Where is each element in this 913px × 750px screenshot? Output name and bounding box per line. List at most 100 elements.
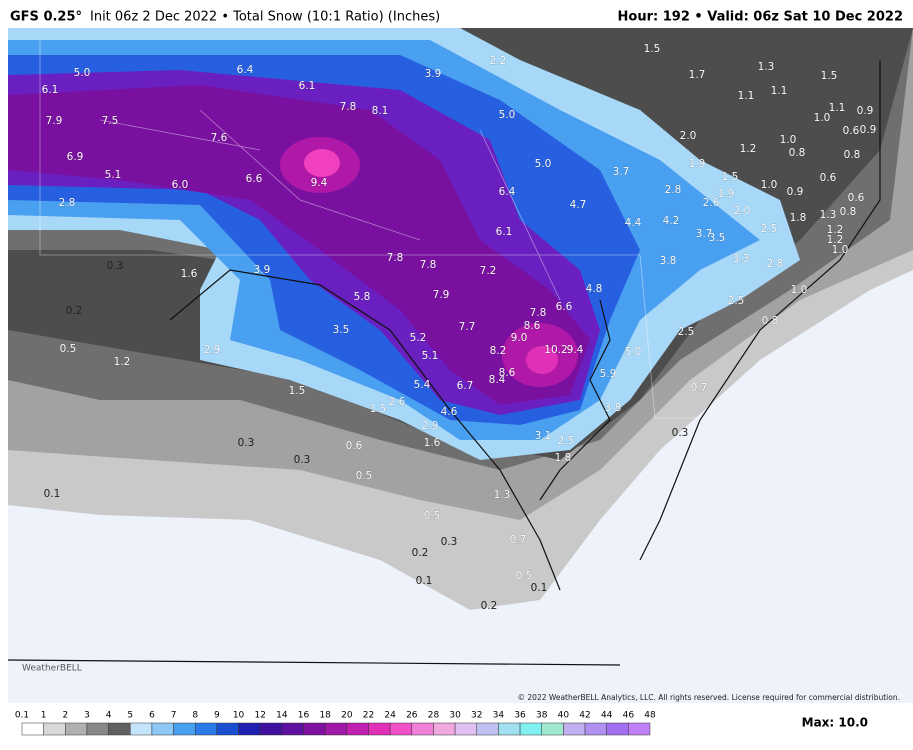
legend-swatch <box>281 722 304 736</box>
product-title: Init 06z 2 Dec 2022 • Total Snow (10:1 R… <box>90 10 440 25</box>
legend-tick-label: 22 <box>363 711 374 721</box>
amount-label: 3.3 <box>733 253 750 265</box>
amount-label: 0.3 <box>441 536 458 548</box>
amount-label: 0.6 <box>346 440 363 452</box>
amount-label: 2.8 <box>767 258 784 270</box>
amount-label: 0.3 <box>672 427 689 439</box>
amount-label: 0.8 <box>789 147 806 159</box>
amount-label: 5.0 <box>499 109 516 121</box>
amount-label: 0.5 <box>356 470 373 482</box>
amount-label: 1.3 <box>494 489 511 501</box>
legend-swatch <box>43 722 66 736</box>
amount-label: 7.9 <box>46 115 63 127</box>
legend-tick-label: 12 <box>254 711 265 721</box>
legend: 0.1 1 2 3 4 5 6 7 8 9 10 12 14 16 18 20 22 24 26 28 30 32 34 36… <box>15 711 656 736</box>
amount-label: 1.0 <box>814 112 831 124</box>
amount-label: 5.0 <box>625 346 642 358</box>
legend-tick-label: 24 <box>384 711 396 721</box>
amount-label: 3.7 <box>696 228 713 240</box>
legend-tick-label: 44 <box>601 711 613 721</box>
amount-label: 1.0 <box>791 284 808 296</box>
amount-label: 1.5 <box>821 70 838 82</box>
amount-label: 0.6 <box>843 125 860 137</box>
legend-swatch <box>498 722 521 736</box>
max-value: Max: 10.0 <box>802 716 868 730</box>
amount-label: 4.8 <box>586 283 603 295</box>
amount-label: 0.3 <box>294 454 311 466</box>
amount-label: 2.9 <box>204 344 221 356</box>
amount-label: 3.9 <box>425 68 442 80</box>
amount-label: 1.6 <box>181 268 198 280</box>
contour <box>304 149 340 177</box>
amount-label: 1.2 <box>740 143 757 155</box>
amount-label: 7.8 <box>420 259 437 271</box>
amount-label: 2.9 <box>422 420 439 432</box>
amount-label: 6.4 <box>237 64 254 76</box>
legend-swatch <box>108 722 131 736</box>
amount-label: 3.1 <box>535 430 552 442</box>
amount-label: 9.4 <box>311 177 328 189</box>
amount-label: 6.4 <box>499 186 516 198</box>
amount-label: 0.6 <box>820 172 837 184</box>
amount-label: 6.1 <box>42 84 59 96</box>
amount-label: 6.6 <box>556 301 573 313</box>
legend-swatch <box>238 722 261 736</box>
amount-label: 7.8 <box>340 101 357 113</box>
amount-label: 1.5 <box>722 171 739 183</box>
legend-tick-label: 40 <box>558 711 570 721</box>
amount-label: 5.9 <box>600 368 617 380</box>
legend-tick-label: 46 <box>623 711 635 721</box>
amount-label: 0.2 <box>66 305 83 317</box>
legend-swatch <box>173 722 196 736</box>
amount-label: 4.7 <box>570 199 587 211</box>
legend-swatch <box>259 722 283 736</box>
amount-label: 0.7 <box>691 382 708 394</box>
amount-label: 2.5 <box>728 295 745 307</box>
amount-label: 8.6 <box>524 320 541 332</box>
amount-label: 0.2 <box>481 600 498 612</box>
amount-label: 7.8 <box>530 307 547 319</box>
label-layer: 6.1 5.0 6.4 6.1 3.9 2.2 1.5 1.7 1.3 1.5 1.1 1.1 7.9 7… <box>41 43 876 612</box>
logo: WeatherBELL <box>22 664 82 674</box>
amount-label: 8.4 <box>489 374 506 386</box>
legend-tick-label: 5 <box>127 711 133 721</box>
legend-swatch <box>584 722 607 736</box>
legend-swatch <box>346 722 369 736</box>
amount-label: 0.1 <box>44 488 61 500</box>
amount-label: 3.9 <box>254 264 271 276</box>
amount-label: 5.8 <box>354 291 371 303</box>
amount-label: 3.8 <box>605 402 622 414</box>
amount-label: 0.5 <box>60 343 77 355</box>
amount-label: 4.2 <box>663 215 680 227</box>
amount-label: 1.2 <box>827 224 844 236</box>
amount-label: 1.5 <box>370 403 387 415</box>
amount-label: 7.8 <box>387 252 404 264</box>
amount-label: 0.2 <box>412 547 429 559</box>
amount-label: 2.8 <box>665 184 682 196</box>
amount-label: 7.5 <box>102 115 119 127</box>
legend-tick-label: 42 <box>579 711 590 721</box>
amount-label: 0.3 <box>238 437 255 449</box>
legend-tick-label: 34 <box>493 711 505 721</box>
amount-label: 4.6 <box>441 406 458 418</box>
amount-label: 5.2 <box>410 332 427 344</box>
amount-label: 0.9 <box>787 186 804 198</box>
legend-swatch <box>389 722 413 736</box>
legend-tick-label: 20 <box>341 711 353 721</box>
contour <box>8 85 590 405</box>
amount-label: 1.1 <box>771 85 788 97</box>
amount-label: 1.6 <box>424 437 441 449</box>
legend-tick-label: 8 <box>192 711 198 721</box>
amount-label: 3.5 <box>709 232 726 244</box>
legend-tick-label: 14 <box>276 711 288 721</box>
amount-label: 0.7 <box>510 534 527 546</box>
amount-label: 2.8 <box>59 197 76 209</box>
legend-tick-label: 10 <box>233 711 245 721</box>
legend-swatch <box>21 722 44 736</box>
amount-label: 5.0 <box>74 67 91 79</box>
legend-tick-label: 4 <box>106 711 112 721</box>
amount-label: 0.5 <box>516 570 533 582</box>
legend-swatch <box>216 722 239 736</box>
amount-label: 1.9 <box>718 188 735 200</box>
